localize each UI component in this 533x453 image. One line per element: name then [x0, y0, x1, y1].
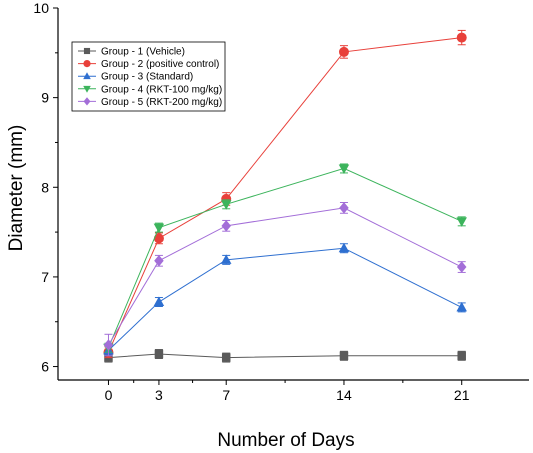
legend-box	[71, 41, 226, 112]
legend-marker	[83, 72, 91, 80]
series-line	[108, 247, 462, 351]
data-point	[456, 301, 467, 312]
data-point	[221, 220, 231, 232]
legend-label: Group - 1 (Vehicle)	[101, 47, 185, 58]
data-point	[339, 351, 349, 361]
data-point	[220, 254, 232, 264]
series-group	[103, 29, 467, 363]
data-point	[154, 349, 164, 359]
data-point	[221, 353, 231, 362]
data-point	[153, 296, 165, 307]
legend-item: Group - 5 (RKT-200 mg/kg)	[78, 97, 222, 108]
x-axis-title: Number of Days	[217, 430, 354, 451]
data-point	[154, 255, 164, 267]
data-point	[338, 242, 350, 253]
legend-label: Group - 2 (positive control)	[101, 59, 219, 70]
data-point	[456, 32, 467, 43]
data-point	[457, 351, 466, 361]
data-point	[456, 261, 467, 273]
legend-marker	[83, 85, 91, 93]
y-axis-title: Diameter (mm)	[6, 125, 27, 252]
legend: Group - 1 (Vehicle)Group - 2 (positive c…	[71, 41, 226, 112]
legend-marker	[83, 97, 91, 106]
y-tick-label: 10	[33, 0, 49, 16]
series-5	[103, 202, 467, 357]
data-point	[456, 217, 467, 227]
y-tick-label: 8	[41, 179, 49, 195]
data-point	[338, 46, 349, 57]
series-3	[103, 242, 467, 356]
y-tick-label: 7	[41, 269, 49, 285]
legend-item: Group - 2 (positive control)	[78, 59, 219, 70]
x-tick-label: 0	[105, 387, 113, 403]
x-tick-label: 7	[222, 387, 230, 403]
legend-label: Group - 4 (RKT-100 mg/kg)	[101, 84, 222, 95]
x-tick-label: 14	[336, 387, 352, 403]
legend-item: Group - 1 (Vehicle)	[78, 47, 185, 58]
data-point	[339, 202, 349, 214]
y-tick-label: 6	[41, 359, 49, 375]
data-point	[153, 233, 164, 244]
legend-item: Group - 4 (RKT-100 mg/kg)	[78, 84, 222, 95]
x-tick-label: 3	[155, 387, 163, 403]
axes: 6 7 8 9 10 0 3 7 14 21	[33, 0, 529, 403]
series-1	[104, 349, 466, 363]
data-point	[103, 339, 114, 351]
legend-label: Group - 3 (Standard)	[101, 72, 193, 83]
data-point	[153, 223, 165, 234]
y-tick-label: 9	[41, 90, 49, 106]
legend-item: Group - 3 (Standard)	[78, 72, 193, 83]
legend-label: Group - 5 (RKT-200 mg/kg)	[101, 97, 222, 108]
legend-marker	[83, 47, 91, 55]
data-point	[338, 164, 350, 174]
x-tick-label: 21	[454, 387, 470, 403]
legend-marker	[83, 60, 91, 68]
data-point	[220, 200, 232, 210]
